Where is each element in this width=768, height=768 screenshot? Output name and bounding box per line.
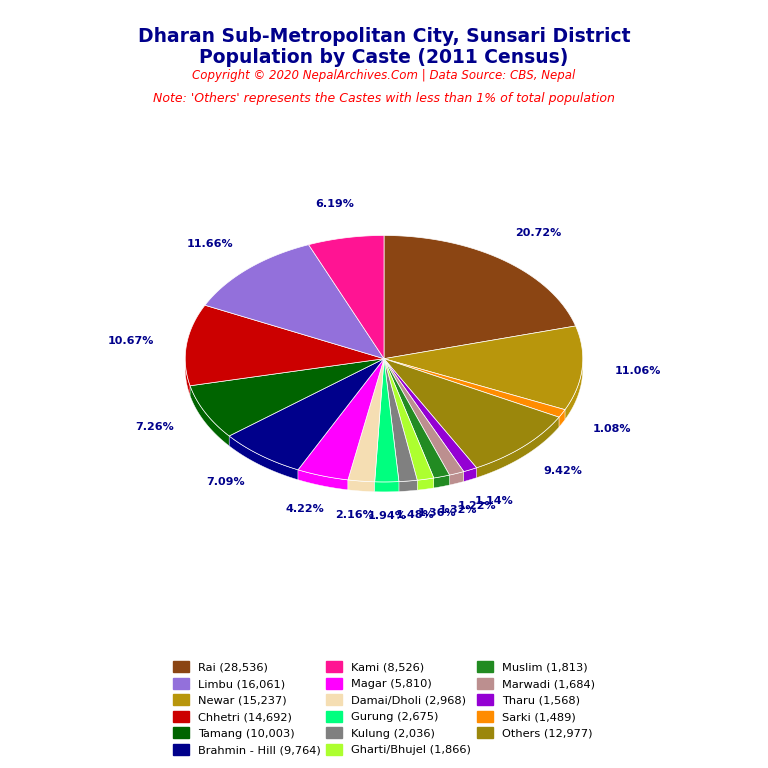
- Text: 11.66%: 11.66%: [187, 239, 233, 249]
- Text: 1.14%: 1.14%: [475, 496, 514, 506]
- Polygon shape: [384, 359, 464, 475]
- Text: Copyright © 2020 NepalArchives.Com | Data Source: CBS, Nepal: Copyright © 2020 NepalArchives.Com | Dat…: [192, 69, 576, 82]
- Polygon shape: [384, 359, 476, 472]
- Polygon shape: [229, 436, 298, 480]
- Polygon shape: [384, 236, 576, 359]
- Text: 7.26%: 7.26%: [135, 422, 174, 432]
- Polygon shape: [375, 482, 399, 492]
- Polygon shape: [559, 409, 565, 427]
- Polygon shape: [384, 359, 417, 482]
- Polygon shape: [348, 359, 384, 482]
- Polygon shape: [464, 468, 476, 482]
- Polygon shape: [384, 359, 449, 478]
- Polygon shape: [375, 359, 399, 482]
- Polygon shape: [298, 470, 348, 490]
- Polygon shape: [190, 359, 384, 436]
- Polygon shape: [185, 305, 384, 386]
- Polygon shape: [399, 480, 417, 492]
- Text: Dharan Sub-Metropolitan City, Sunsari District: Dharan Sub-Metropolitan City, Sunsari Di…: [137, 27, 631, 46]
- Text: 1.48%: 1.48%: [396, 510, 434, 520]
- Text: 20.72%: 20.72%: [515, 228, 561, 238]
- Polygon shape: [309, 236, 384, 359]
- Text: Note: 'Others' represents the Castes with less than 1% of total population: Note: 'Others' represents the Castes wit…: [153, 92, 615, 105]
- Polygon shape: [417, 478, 434, 490]
- Legend: Rai (28,536), Limbu (16,061), Newar (15,237), Chhetri (14,692), Tamang (10,003),: Rai (28,536), Limbu (16,061), Newar (15,…: [170, 658, 598, 759]
- Text: 9.42%: 9.42%: [544, 466, 582, 476]
- Text: 2.16%: 2.16%: [336, 511, 374, 521]
- Text: 11.06%: 11.06%: [614, 366, 660, 376]
- Text: 7.09%: 7.09%: [207, 478, 245, 488]
- Text: 1.08%: 1.08%: [593, 424, 631, 434]
- Polygon shape: [298, 359, 384, 480]
- Polygon shape: [476, 417, 559, 478]
- Text: 10.67%: 10.67%: [108, 336, 154, 346]
- Text: Population by Caste (2011 Census): Population by Caste (2011 Census): [200, 48, 568, 67]
- Polygon shape: [384, 359, 559, 468]
- Text: 4.22%: 4.22%: [286, 504, 325, 514]
- Polygon shape: [449, 472, 464, 485]
- Polygon shape: [384, 326, 583, 409]
- Polygon shape: [190, 386, 229, 446]
- Polygon shape: [565, 359, 583, 419]
- Text: 1.22%: 1.22%: [458, 501, 496, 511]
- Polygon shape: [348, 480, 375, 492]
- Text: 6.19%: 6.19%: [316, 199, 354, 209]
- Text: 1.32%: 1.32%: [439, 505, 477, 515]
- Text: 1.94%: 1.94%: [368, 511, 407, 521]
- Text: 1.36%: 1.36%: [418, 508, 456, 518]
- Polygon shape: [205, 245, 384, 359]
- Polygon shape: [229, 359, 384, 470]
- Polygon shape: [384, 359, 565, 417]
- Polygon shape: [434, 475, 449, 488]
- Polygon shape: [185, 358, 190, 396]
- Polygon shape: [384, 359, 434, 480]
